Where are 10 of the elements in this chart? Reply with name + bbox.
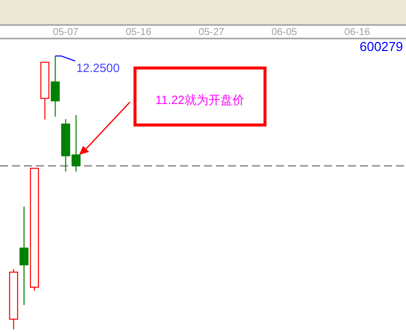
chart-title: 600279 [360,39,403,54]
x-tick-label: 06-05 [271,27,298,38]
candlestick [50,56,60,118]
x-tick-label: 05-27 [198,27,225,38]
candlestick [20,206,29,306]
annotation: 12.2500 [76,61,120,75]
x-tick-label: 06-16 [344,27,370,38]
x-tick-label: 05-07 [52,27,79,38]
x-tick-label: 05-16 [126,27,152,38]
annotation: 11.22就为开盘价 [155,93,245,107]
